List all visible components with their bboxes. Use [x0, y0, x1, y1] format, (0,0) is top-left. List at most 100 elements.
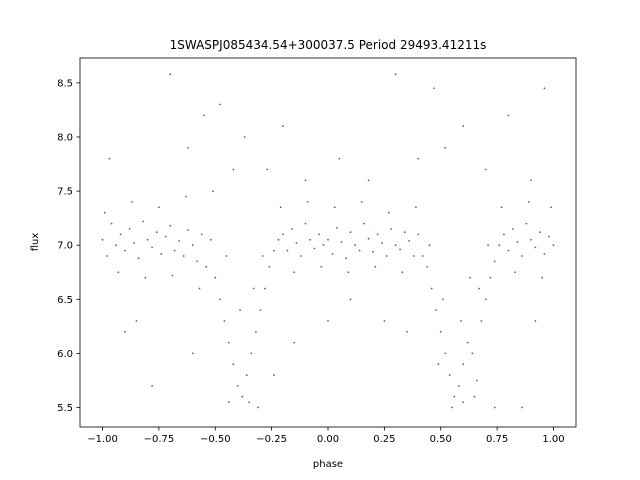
data-point [273, 249, 275, 252]
data-point [187, 229, 190, 232]
data-point [169, 73, 172, 76]
data-point [191, 244, 194, 247]
data-point [173, 249, 176, 252]
data-point [160, 253, 163, 255]
data-point [306, 201, 309, 203]
data-point [205, 265, 208, 268]
data-point [466, 341, 469, 344]
data-point [444, 146, 447, 149]
data-point [327, 320, 329, 322]
data-point [473, 395, 476, 398]
data-point [185, 195, 187, 198]
data-point [108, 157, 111, 160]
data-point [489, 276, 492, 279]
data-point [101, 238, 104, 241]
data-point [412, 255, 415, 257]
data-point [178, 240, 181, 242]
data-point [286, 249, 289, 252]
data-point [469, 276, 471, 279]
data-point [433, 87, 435, 90]
data-point [182, 255, 185, 257]
data-point [406, 330, 408, 333]
data-point [248, 401, 251, 403]
data-point [399, 248, 401, 251]
data-point [320, 265, 323, 268]
data-point [110, 222, 113, 225]
y-tick-label: 5.5 [57, 403, 73, 414]
data-point [426, 265, 429, 268]
data-point [119, 233, 122, 236]
x-tick-label: 0.50 [430, 434, 452, 445]
data-point [448, 374, 451, 376]
data-point [462, 401, 465, 403]
data-point [484, 298, 487, 301]
data-point [282, 233, 284, 236]
data-point [462, 125, 465, 128]
data-point [218, 298, 221, 301]
chart-title: 1SWASPJ085434.54+300037.5 Period 29493.4… [170, 38, 487, 52]
data-point [471, 352, 474, 355]
data-point [534, 246, 537, 249]
data-point [403, 231, 406, 234]
data-point [144, 276, 147, 279]
data-point [451, 406, 453, 409]
data-point [300, 255, 302, 257]
data-point [367, 179, 370, 182]
data-point [266, 168, 268, 171]
data-point [401, 271, 404, 274]
data-point [214, 276, 217, 279]
x-axis-label: phase [313, 459, 343, 470]
data-point [457, 385, 460, 387]
data-point [462, 363, 465, 366]
data-point [340, 241, 343, 243]
data-point [417, 157, 420, 160]
data-point [232, 168, 235, 171]
x-tick-label: −0.25 [256, 434, 287, 445]
data-point [475, 379, 478, 382]
data-point [360, 201, 363, 203]
y-tick-label: 6.0 [57, 349, 73, 360]
data-point [151, 385, 154, 387]
data-point [484, 168, 487, 171]
data-point [187, 146, 190, 149]
y-tick-label: 7.0 [57, 241, 73, 252]
data-point [236, 385, 239, 387]
x-tick-label: 0.25 [373, 434, 395, 445]
data-point [171, 274, 174, 277]
data-point [548, 235, 550, 238]
data-point [322, 244, 325, 247]
data-point [313, 247, 316, 250]
data-point [151, 246, 154, 249]
data-point [521, 406, 523, 409]
data-point [527, 201, 530, 203]
data-point [437, 363, 440, 366]
data-point [309, 238, 311, 241]
data-point [507, 249, 510, 252]
data-point [374, 265, 377, 268]
data-point [106, 255, 108, 257]
data-point [135, 320, 138, 322]
x-tick-label: −0.75 [144, 434, 175, 445]
data-point [550, 206, 553, 209]
data-point [507, 114, 510, 117]
data-point [164, 235, 167, 238]
data-point [250, 352, 253, 355]
data-point [225, 255, 228, 257]
y-tick-label: 8.0 [57, 132, 73, 143]
x-tick-label: −0.50 [200, 434, 231, 445]
data-point [331, 253, 334, 255]
data-point [227, 401, 230, 403]
x-axis: −1.00 −0.75 −0.50 −0.25 0.00 0.25 0.50 0.75 1.00 [87, 427, 565, 445]
data-point [383, 320, 386, 322]
data-point [514, 271, 516, 274]
data-point [137, 257, 140, 260]
data-point [385, 255, 388, 257]
data-point [243, 136, 246, 138]
data-point [318, 233, 320, 236]
data-point [264, 287, 266, 290]
data-point [500, 206, 503, 209]
data-point [327, 238, 329, 241]
data-point [376, 233, 379, 236]
x-tick-label: 0.75 [486, 434, 508, 445]
